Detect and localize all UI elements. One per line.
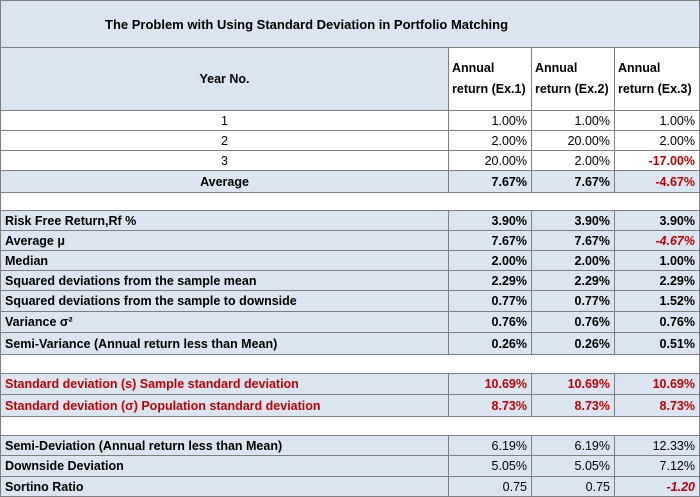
ex2-cell: 3.90% — [532, 211, 615, 231]
ex1-cell: 0.76% — [449, 312, 532, 333]
ex2-cell: 0.75 — [532, 477, 615, 497]
ex3-cell: -4.67% — [615, 171, 700, 193]
ex2-cell: 8.73% — [532, 395, 615, 417]
table-row: Semi-Variance (Annual return less than M… — [0, 333, 700, 355]
spacer-row — [0, 417, 700, 436]
stat-label: Average μ — [0, 231, 449, 251]
stat-label: Semi-Deviation (Annual return less than … — [0, 436, 449, 456]
ex3-cell: 12.33% — [615, 436, 700, 456]
ex2-cell: 2.00% — [532, 251, 615, 271]
ex3-cell: 7.12% — [615, 456, 700, 477]
stat-label: Standard deviation (s) Sample standard d… — [0, 374, 449, 395]
table-row: Semi-Deviation (Annual return less than … — [0, 436, 700, 456]
ex2-cell: 2.00% — [532, 151, 615, 171]
ex3-cell: 1.00% — [615, 111, 700, 131]
ex3-cell: 0.51% — [615, 333, 700, 355]
table-row: 1 1.00% 1.00% 1.00% — [0, 111, 700, 131]
stat-label: Median — [0, 251, 449, 271]
table-row: Squared deviations from the sample to do… — [0, 291, 700, 312]
ex2-cell: 0.77% — [532, 291, 615, 312]
stat-label: Downside Deviation — [0, 456, 449, 477]
year-no-header: Year No. — [0, 48, 449, 111]
ex3-cell: 3.90% — [615, 211, 700, 231]
ex3-cell: -17.00% — [615, 151, 700, 171]
ex2-cell: 6.19% — [532, 436, 615, 456]
ex2-cell: 7.67% — [532, 171, 615, 193]
ex3-cell: 1.52% — [615, 291, 700, 312]
ex3-cell: 1.00% — [615, 251, 700, 271]
ex1-cell: 10.69% — [449, 374, 532, 395]
stat-label: Variance σ² — [0, 312, 449, 333]
ex1-cell: 5.05% — [449, 456, 532, 477]
year-cell: 3 — [0, 151, 449, 171]
ex1-cell: 2.29% — [449, 271, 532, 291]
ex2-cell: 5.05% — [532, 456, 615, 477]
ex1-cell: 7.67% — [449, 171, 532, 193]
ex2-cell: 1.00% — [532, 111, 615, 131]
spacer-row — [0, 193, 700, 211]
ex1-cell: 0.77% — [449, 291, 532, 312]
ex3-cell: 2.00% — [615, 131, 700, 151]
ex2-cell: 10.69% — [532, 374, 615, 395]
table-row: Sortino Ratio 0.75 0.75 -1.20 — [0, 477, 700, 497]
spacer-row — [0, 355, 700, 374]
table-row: Variance σ² 0.76% 0.76% 0.76% — [0, 312, 700, 333]
ex1-cell: 0.26% — [449, 333, 532, 355]
average-label: Average — [0, 171, 449, 193]
stat-label: Sortino Ratio — [0, 477, 449, 497]
header-row: Year No. Annual return (Ex.1) Annual ret… — [0, 48, 700, 111]
table-row: Downside Deviation 5.05% 5.05% 7.12% — [0, 456, 700, 477]
ex3-cell: 2.29% — [615, 271, 700, 291]
ex1-cell: 1.00% — [449, 111, 532, 131]
ex1-cell: 3.90% — [449, 211, 532, 231]
stat-label: Semi-Variance (Annual return less than M… — [0, 333, 449, 355]
table-row: Median 2.00% 2.00% 1.00% — [0, 251, 700, 271]
year-cell: 1 — [0, 111, 449, 131]
ex2-header: Annual return (Ex.2) — [532, 48, 615, 111]
stat-label: Squared deviations from the sample mean — [0, 271, 449, 291]
ex1-cell: 2.00% — [449, 251, 532, 271]
ex3-header: Annual return (Ex.3) — [615, 48, 700, 111]
ex2-cell: 2.29% — [532, 271, 615, 291]
ex1-header: Annual return (Ex.1) — [449, 48, 532, 111]
stat-label: Risk Free Return,Rf % — [0, 211, 449, 231]
stat-label: Standard deviation (σ) Population standa… — [0, 395, 449, 417]
ex1-cell: 6.19% — [449, 436, 532, 456]
stat-label: Squared deviations from the sample to do… — [0, 291, 449, 312]
ex2-cell: 7.67% — [532, 231, 615, 251]
table-row: Risk Free Return,Rf % 3.90% 3.90% 3.90% — [0, 211, 700, 231]
ex3-cell: 0.76% — [615, 312, 700, 333]
ex2-cell: 0.26% — [532, 333, 615, 355]
ex1-cell: 0.75 — [449, 477, 532, 497]
table-row: Average μ 7.67% 7.67% -4.67% — [0, 231, 700, 251]
ex3-cell: -4.67% — [615, 231, 700, 251]
ex1-cell: 8.73% — [449, 395, 532, 417]
ex3-cell: -1.20 — [615, 477, 700, 497]
year-cell: 2 — [0, 131, 449, 151]
average-row: Average 7.67% 7.67% -4.67% — [0, 171, 700, 193]
sheet-title: The Problem with Using Standard Deviatio… — [0, 0, 700, 48]
table-row: 3 20.00% 2.00% -17.00% — [0, 151, 700, 171]
table-row: Squared deviations from the sample mean … — [0, 271, 700, 291]
table-row: Standard deviation (s) Sample standard d… — [0, 374, 700, 395]
ex1-cell: 20.00% — [449, 151, 532, 171]
ex3-cell: 8.73% — [615, 395, 700, 417]
ex1-cell: 2.00% — [449, 131, 532, 151]
ex2-cell: 0.76% — [532, 312, 615, 333]
ex3-cell: 10.69% — [615, 374, 700, 395]
ex1-cell: 7.67% — [449, 231, 532, 251]
ex2-cell: 20.00% — [532, 131, 615, 151]
table-row: Standard deviation (σ) Population standa… — [0, 395, 700, 417]
table-row: 2 2.00% 20.00% 2.00% — [0, 131, 700, 151]
